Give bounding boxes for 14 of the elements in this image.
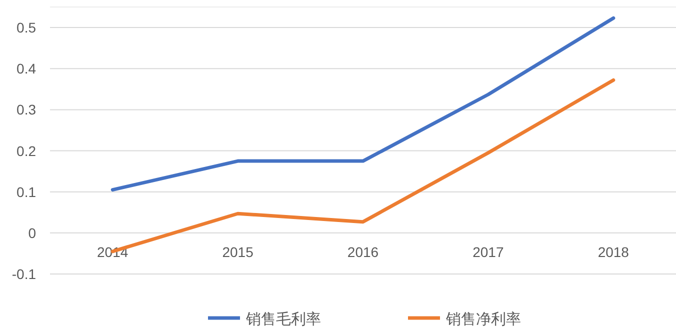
y-tick-label: 0 [28, 224, 36, 241]
x-tick-label: 2016 [347, 244, 379, 260]
y-tick-label: 0.3 [16, 102, 36, 118]
y-tick-label: 0.5 [16, 20, 36, 36]
legend-label: 销售净利率 [445, 311, 521, 328]
x-tick-label: 2017 [472, 244, 504, 260]
x-tick-label: 2018 [598, 244, 630, 260]
line-series [110, 16, 616, 192]
y-tick-label: 0.2 [16, 142, 36, 159]
x-tick-label: 2015 [222, 244, 254, 260]
y-tick-label: 0.4 [16, 60, 36, 77]
y-tick-label: -0.1 [12, 266, 36, 282]
legend-label: 销售毛利率 [245, 311, 321, 328]
y-tick-label: 0.1 [16, 184, 36, 200]
